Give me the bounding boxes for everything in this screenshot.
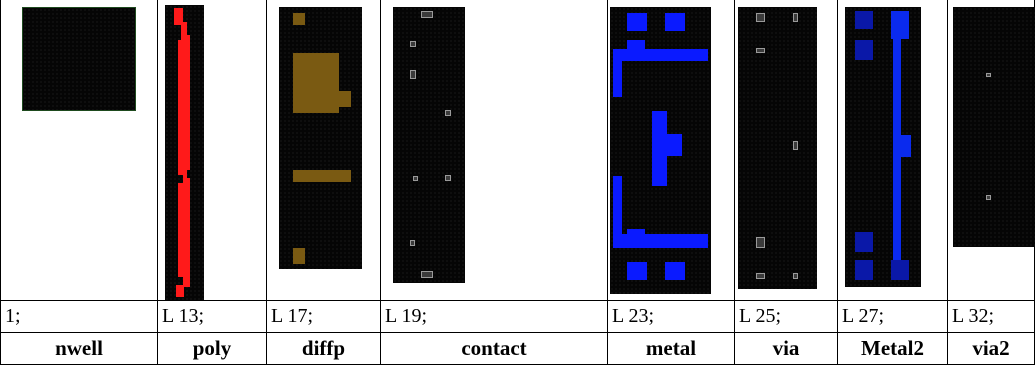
metal-shape	[613, 49, 622, 97]
metal-shape	[613, 49, 708, 61]
layer-name-metal2: Metal2	[861, 336, 924, 360]
layer-name-poly: poly	[192, 336, 232, 360]
metal-shape	[652, 134, 682, 156]
contact-square	[445, 175, 451, 181]
poly-shape	[174, 8, 190, 297]
layer-number-via2: L 32;	[952, 305, 995, 327]
metal2-shape	[893, 135, 911, 157]
contact-square	[410, 240, 415, 246]
diffp-shape	[319, 91, 351, 107]
layer-name-metal: metal	[645, 336, 697, 360]
contact-square	[413, 176, 418, 181]
layer-name-via: via	[772, 336, 800, 360]
contact-square	[421, 271, 433, 278]
metal-layer-image	[610, 7, 711, 294]
contact-square	[410, 70, 416, 79]
metal-shape	[613, 234, 708, 248]
row-divider-layer	[0, 300, 1035, 301]
layer-number-metal: L 23;	[612, 305, 655, 327]
via-square	[793, 13, 798, 22]
nwell-layer-image	[22, 7, 136, 111]
via-square	[756, 48, 765, 53]
layer-number-poly: L 13;	[162, 305, 205, 327]
metal2-shape	[891, 260, 909, 280]
layer-name-nwell: nwell	[55, 336, 103, 360]
layer-number-via: L 25;	[739, 305, 782, 327]
column-divider	[947, 0, 948, 365]
contact-square	[410, 41, 416, 47]
layer-name-contact: contact	[461, 336, 527, 360]
layer-name-via2: via2	[972, 336, 1010, 360]
via2-square	[986, 73, 991, 77]
poly-layer-image	[165, 5, 204, 300]
metal-shape	[627, 229, 645, 237]
metal-shape	[665, 262, 685, 280]
via-square	[793, 141, 798, 150]
diffp-layer-image	[279, 7, 362, 269]
metal2-shape	[855, 260, 873, 280]
metal2-shape	[855, 11, 873, 29]
column-divider	[266, 0, 267, 365]
metal-shape	[627, 262, 647, 280]
row-divider-name	[0, 332, 1035, 333]
via-square	[793, 273, 798, 279]
diffp-shape	[293, 170, 351, 182]
contact-square	[445, 110, 451, 116]
column-divider	[837, 0, 838, 365]
metal2-layer-image	[845, 7, 921, 287]
contact-layer-image	[393, 7, 465, 283]
column-divider	[380, 0, 381, 365]
layer-number-metal2: L 27;	[842, 305, 885, 327]
column-divider	[0, 0, 1, 365]
via2-square	[986, 195, 991, 200]
contact-square	[421, 11, 433, 18]
column-divider	[157, 0, 158, 365]
via-square	[756, 13, 765, 22]
column-divider	[734, 0, 735, 365]
column-divider	[607, 0, 608, 365]
metal2-shape	[855, 40, 873, 60]
via-square	[756, 237, 765, 248]
layer-number-nwell: 1;	[5, 305, 21, 327]
layer-number-contact: L 19;	[385, 305, 428, 327]
layer-number-diffp: L 17;	[271, 305, 314, 327]
layer-name-diffp: diffp	[301, 336, 346, 360]
diffp-shape	[293, 13, 305, 25]
metal-shape	[627, 13, 647, 31]
via2-layer-image	[953, 7, 1035, 247]
diffp-shape	[293, 248, 305, 264]
metal-shape	[665, 13, 685, 31]
via-layer-image	[738, 7, 817, 289]
metal2-shape	[855, 232, 873, 252]
via-square	[756, 273, 765, 279]
metal-shape	[613, 176, 622, 236]
